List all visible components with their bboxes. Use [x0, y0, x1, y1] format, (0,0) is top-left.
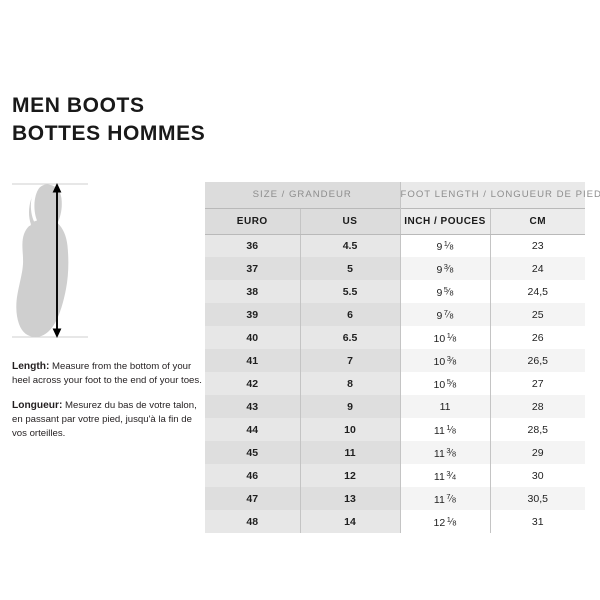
cell-inch: 10 1⁄8 — [399, 326, 491, 349]
cell-us: 5.5 — [299, 280, 401, 303]
table-row: 40 6.5 10 1⁄8 26 — [205, 326, 586, 349]
cell-euro: 43 — [205, 395, 300, 418]
cell-euro: 45 — [205, 441, 300, 464]
title-line-french: BOTTES HOMMES — [12, 122, 206, 145]
foot-silhouette — [14, 184, 69, 337]
cell-us: 4.5 — [299, 234, 401, 257]
cell-euro: 42 — [205, 372, 300, 395]
cell-euro: 39 — [205, 303, 300, 326]
table-row: 48 14 12 1⁄8 31 — [205, 510, 586, 533]
cell-inch: 9 5⁄8 — [399, 280, 491, 303]
cell-euro: 37 — [205, 257, 300, 280]
instruction-english-label: Length: — [12, 360, 50, 372]
title-line-english: MEN BOOTS — [12, 94, 145, 117]
foot-diagram — [10, 176, 128, 344]
table-row: 44 10 11 1⁄8 28,5 — [205, 418, 586, 441]
cell-us: 5 — [299, 257, 401, 280]
cell-euro: 40 — [205, 326, 300, 349]
cell-inch: 11 7⁄8 — [399, 487, 491, 510]
cell-euro: 44 — [205, 418, 300, 441]
cell-euro: 38 — [205, 280, 300, 303]
cell-cm: 29 — [489, 441, 586, 464]
table-row: 43 9 11 28 — [205, 395, 586, 418]
table-row: 38 5.5 9 5⁄8 24,5 — [205, 280, 586, 303]
table-row: 45 11 11 3⁄8 29 — [205, 441, 586, 464]
cell-us: 8 — [299, 372, 401, 395]
cell-euro: 48 — [205, 510, 300, 533]
cell-inch: 10 3⁄8 — [399, 349, 491, 372]
cell-inch: 9 3⁄8 — [399, 257, 491, 280]
cell-euro: 47 — [205, 487, 300, 510]
table-row: 46 12 11 3⁄4 30 — [205, 464, 586, 487]
instruction-english-body: Measure from the bottom of your heel acr… — [12, 360, 202, 386]
instruction-english: Length: Measure from the bottom of your … — [12, 360, 207, 388]
table-row: 37 5 9 3⁄8 24 — [205, 257, 586, 280]
cell-inch: 11 1⁄8 — [399, 418, 491, 441]
instruction-french-body: Mesurez du bas de votre talon, en passan… — [12, 400, 197, 440]
cell-inch: 9 1⁄8 — [399, 234, 491, 257]
table-row: 47 13 11 7⁄8 30,5 — [205, 487, 586, 510]
cell-cm: 30 — [489, 464, 586, 487]
cell-us: 12 — [299, 464, 401, 487]
size-chart-table: SIZE / GRANDEUR FOOT LENGTH / LONGUEUR D… — [205, 182, 600, 533]
cell-us: 11 — [299, 441, 401, 464]
cell-inch: 11 — [399, 395, 491, 418]
column-header-euro: EURO — [205, 207, 300, 235]
column-header-inch: INCH / POUCES — [399, 207, 491, 235]
cell-us: 14 — [299, 510, 401, 533]
cell-euro: 41 — [205, 349, 300, 372]
group-header-foot-length: FOOT LENGTH / LONGUEUR DE PIED — [399, 182, 600, 208]
measurement-instructions: Length: Measure from the bottom of your … — [12, 350, 207, 453]
cell-cm: 25 — [489, 303, 586, 326]
cell-inch: 9 7⁄8 — [399, 303, 491, 326]
cell-cm: 31 — [489, 510, 586, 533]
cell-cm: 30,5 — [489, 487, 586, 510]
page-title: MEN BOOTS BOTTES HOMMES — [12, 92, 205, 148]
cell-cm: 24 — [489, 257, 586, 280]
instruction-french: Longueur: Mesurez du bas de votre talon,… — [12, 399, 207, 442]
cell-inch: 12 1⁄8 — [399, 510, 491, 533]
column-header-us: US — [299, 207, 401, 235]
group-header-size: SIZE / GRANDEUR — [205, 182, 401, 208]
table-row: 36 4.5 9 1⁄8 23 — [205, 234, 586, 257]
column-header-cm: CM — [489, 207, 586, 235]
cell-euro: 36 — [205, 234, 300, 257]
cell-us: 9 — [299, 395, 401, 418]
cell-cm: 26,5 — [489, 349, 586, 372]
cell-inch: 11 3⁄8 — [399, 441, 491, 464]
cell-us: 10 — [299, 418, 401, 441]
cell-euro: 46 — [205, 464, 300, 487]
instruction-french-label: Longueur: — [12, 400, 63, 411]
cell-cm: 24,5 — [489, 280, 586, 303]
cell-us: 6.5 — [299, 326, 401, 349]
cell-inch: 10 5⁄8 — [399, 372, 491, 395]
cell-cm: 23 — [489, 234, 586, 257]
table-column-header-row: EURO US INCH / POUCES CM — [205, 207, 586, 235]
cell-inch: 11 3⁄4 — [399, 464, 491, 487]
table-group-header-row: SIZE / GRANDEUR FOOT LENGTH / LONGUEUR D… — [205, 182, 600, 208]
cell-cm: 28,5 — [489, 418, 586, 441]
cell-cm: 26 — [489, 326, 586, 349]
cell-us: 13 — [299, 487, 401, 510]
cell-cm: 27 — [489, 372, 586, 395]
table-row: 41 7 10 3⁄8 26,5 — [205, 349, 586, 372]
table-row: 42 8 10 5⁄8 27 — [205, 372, 586, 395]
length-arrow — [52, 183, 62, 338]
cell-cm: 28 — [489, 395, 586, 418]
table-body: 36 4.5 9 1⁄8 23 37 5 9 3⁄8 24 38 5.5 9 5⁄8 24,5 39 6 9 7⁄8… — [205, 234, 586, 533]
cell-us: 7 — [299, 349, 401, 372]
cell-us: 6 — [299, 303, 401, 326]
table-row: 39 6 9 7⁄8 25 — [205, 303, 586, 326]
